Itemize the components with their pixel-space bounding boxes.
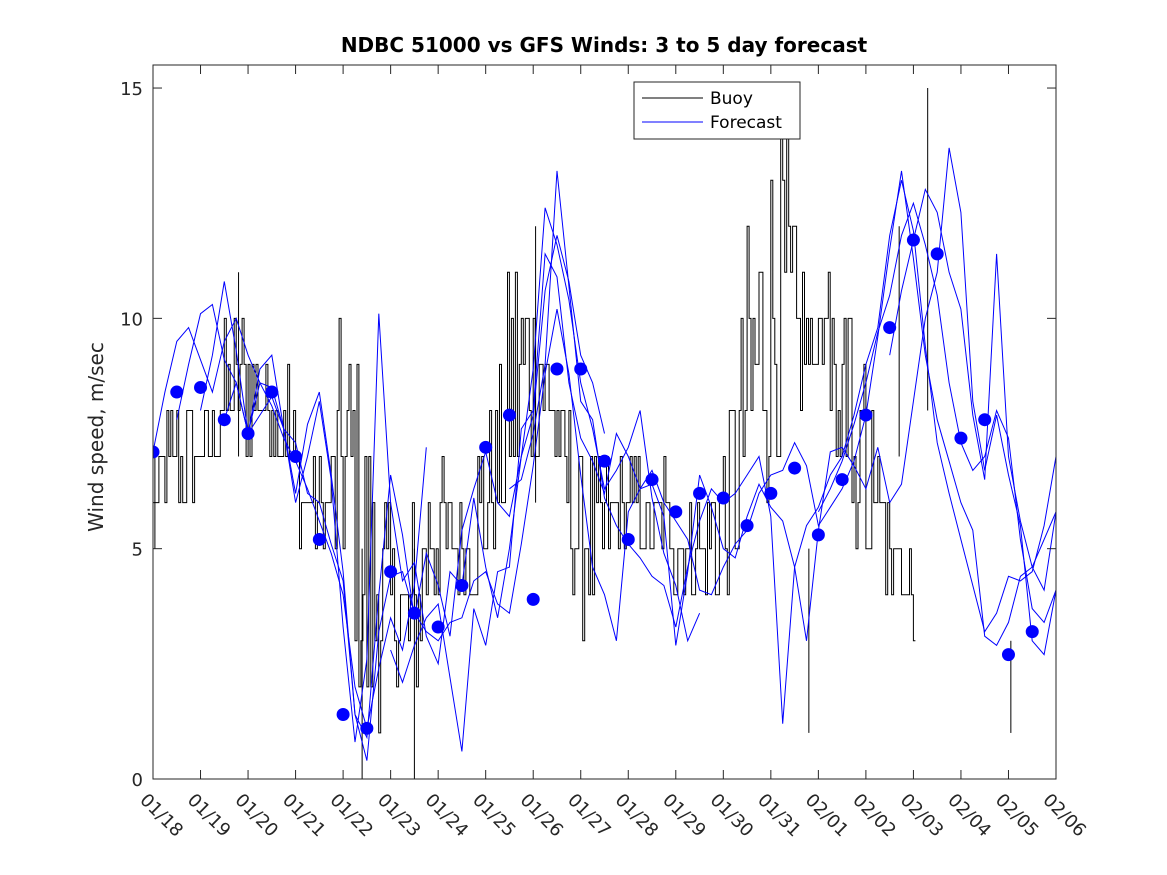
forecast-marker bbox=[954, 431, 968, 445]
forecast-marker bbox=[360, 721, 374, 735]
forecast-marker bbox=[1001, 648, 1015, 662]
y-tick-label: 15 bbox=[120, 79, 143, 100]
forecast-line bbox=[889, 187, 1056, 592]
forecast-marker bbox=[669, 505, 683, 519]
forecast-line bbox=[390, 147, 1056, 752]
forecast-marker bbox=[265, 385, 279, 399]
plot-frame bbox=[152, 64, 1057, 780]
forecast-marker bbox=[835, 473, 849, 487]
legend-box bbox=[633, 81, 801, 140]
forecast-marker bbox=[598, 454, 611, 468]
forecast-marker bbox=[1025, 625, 1039, 639]
forecast-marker bbox=[431, 620, 445, 634]
legend-buoy-label: Buoy bbox=[710, 89, 753, 109]
forecast-marker bbox=[479, 440, 493, 454]
forecast-marker bbox=[883, 321, 897, 335]
forecast-marker bbox=[550, 362, 564, 376]
chart-title: NDBC 51000 vs GFS Winds: 3 to 5 day fore… bbox=[341, 33, 868, 57]
forecast-marker bbox=[289, 450, 303, 464]
legend-forecast-label: Forecast bbox=[710, 113, 782, 133]
y-axis: 0 5 10 15 bbox=[120, 79, 1056, 791]
forecast-marker bbox=[906, 233, 920, 247]
forecast-marker bbox=[621, 532, 635, 546]
plot-area bbox=[153, 65, 1056, 779]
y-tick-label: 5 bbox=[132, 540, 143, 561]
forecast-marker bbox=[241, 427, 255, 441]
forecast-line bbox=[817, 201, 1056, 624]
y-tick-label: 10 bbox=[120, 309, 143, 330]
forecast-marker bbox=[716, 491, 730, 505]
forecast-marker bbox=[764, 486, 778, 500]
forecast-marker bbox=[384, 565, 398, 579]
buoy-line bbox=[153, 87, 916, 734]
forecast-marker bbox=[740, 519, 754, 533]
forecast-marker bbox=[217, 413, 231, 427]
y-tick-label: 0 bbox=[132, 770, 143, 791]
forecast-marker bbox=[153, 445, 160, 459]
forecast-marker bbox=[336, 708, 350, 722]
forecast-marker bbox=[194, 380, 208, 394]
forecast-marker bbox=[526, 592, 540, 606]
forecast-marker bbox=[645, 473, 659, 487]
forecast-marker bbox=[930, 247, 944, 261]
forecast-line bbox=[509, 170, 1056, 724]
forecast-marker bbox=[811, 528, 825, 542]
forecast-marker bbox=[170, 385, 184, 399]
forecast-marker bbox=[574, 362, 588, 376]
forecast-series-group bbox=[153, 147, 1056, 761]
forecast-markers bbox=[153, 233, 1039, 735]
forecast-marker bbox=[788, 461, 802, 475]
legend: Buoy Forecast bbox=[633, 81, 801, 140]
forecast-marker bbox=[693, 486, 707, 500]
forecast-marker bbox=[859, 408, 873, 422]
forecast-marker bbox=[312, 532, 326, 546]
forecast-marker bbox=[455, 579, 469, 593]
forecast-line bbox=[153, 317, 427, 729]
forecast-marker bbox=[407, 606, 421, 620]
forecast-marker bbox=[978, 413, 992, 427]
forecast-marker bbox=[502, 408, 516, 422]
y-axis-label: Wind speed, m/sec bbox=[84, 342, 108, 532]
